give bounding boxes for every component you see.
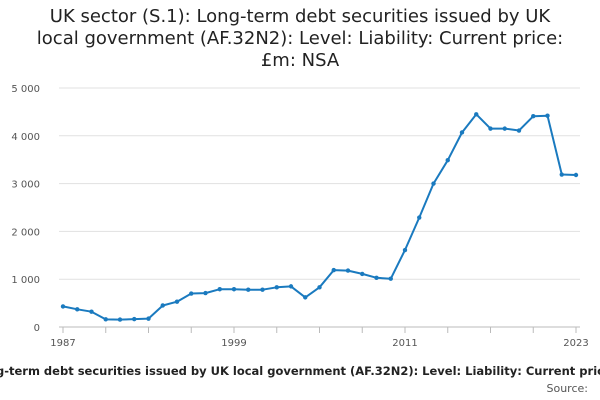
chart-title-line-2: local government (AF.32N2): Level: Liabi… bbox=[36, 28, 564, 49]
data-point bbox=[89, 309, 94, 314]
chart-title: UK sector (S.1): Long-term debt securiti… bbox=[0, 6, 600, 72]
data-point bbox=[573, 172, 579, 178]
data-point bbox=[189, 291, 194, 296]
data-point bbox=[246, 287, 251, 292]
y-tick-label: 5 000 bbox=[11, 84, 40, 95]
data-point bbox=[331, 267, 336, 273]
data-point bbox=[274, 285, 279, 290]
data-point bbox=[545, 113, 550, 118]
y-tick-label: 2 000 bbox=[11, 227, 40, 238]
data-point bbox=[317, 285, 322, 290]
data-point bbox=[402, 247, 408, 253]
data-point bbox=[288, 284, 294, 289]
data-point bbox=[146, 316, 151, 321]
data-point bbox=[231, 287, 237, 292]
data-point bbox=[431, 181, 436, 186]
data-point bbox=[516, 128, 522, 133]
y-tick-label: 3 000 bbox=[11, 180, 40, 191]
data-point bbox=[132, 316, 137, 322]
data-point bbox=[474, 112, 479, 117]
data-point bbox=[559, 172, 564, 177]
chart-title-line-3: £m: NSA bbox=[260, 50, 340, 71]
x-tick-label: 2023 bbox=[563, 338, 588, 349]
x-tick-label: 1987 bbox=[50, 338, 75, 349]
data-point bbox=[217, 287, 222, 292]
y-tick-label: 4 000 bbox=[11, 132, 40, 143]
data-point bbox=[60, 304, 66, 309]
data-point bbox=[445, 157, 450, 163]
data-point bbox=[488, 126, 493, 131]
data-point bbox=[117, 317, 123, 322]
data-point bbox=[388, 276, 393, 281]
data-point bbox=[345, 268, 351, 273]
source-label: Source: bbox=[546, 382, 589, 395]
data-point bbox=[203, 290, 208, 296]
data-point bbox=[260, 287, 265, 292]
data-point bbox=[103, 317, 108, 322]
data-point bbox=[160, 303, 165, 308]
data-point bbox=[360, 271, 365, 277]
x-tick-label: 2011 bbox=[392, 338, 417, 349]
data-point bbox=[459, 130, 465, 135]
legend: UK sector (S.1): Long-term debt securiti… bbox=[0, 364, 600, 382]
data-point bbox=[502, 126, 507, 131]
data-point bbox=[417, 215, 422, 220]
x-tick-label: 1999 bbox=[221, 338, 246, 349]
y-tick-label: 0 bbox=[34, 323, 40, 334]
legend-label: UK sector (S.1): Long-term debt securiti… bbox=[0, 364, 600, 378]
data-point bbox=[374, 275, 379, 280]
data-point bbox=[75, 307, 80, 312]
data-point bbox=[531, 114, 536, 119]
y-tick-label: 1 000 bbox=[11, 275, 40, 286]
data-point bbox=[303, 295, 308, 300]
data-point bbox=[174, 299, 180, 304]
chart-title-line-1: UK sector (S.1): Long-term debt securiti… bbox=[49, 6, 551, 27]
